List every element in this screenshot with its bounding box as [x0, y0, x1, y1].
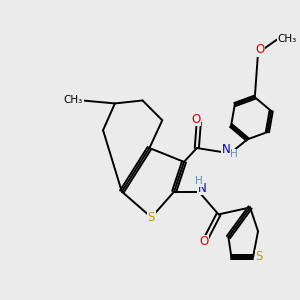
Text: O: O	[255, 44, 264, 56]
Text: CH₃: CH₃	[64, 95, 83, 106]
Text: N: N	[198, 182, 207, 194]
Text: O: O	[191, 113, 200, 126]
Text: S: S	[255, 250, 263, 263]
Text: O: O	[199, 235, 208, 248]
Text: S: S	[148, 211, 155, 224]
Text: H: H	[230, 149, 238, 159]
Text: N: N	[222, 143, 230, 156]
Text: H: H	[195, 176, 203, 186]
Text: CH₃: CH₃	[277, 34, 296, 44]
